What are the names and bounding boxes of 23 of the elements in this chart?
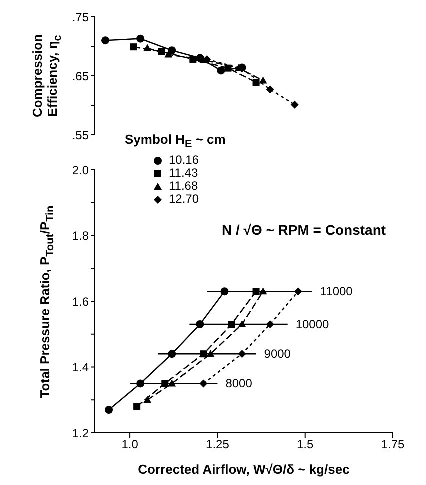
annotation: N / √Θ ~ RPM = Constant (222, 222, 386, 238)
y-tick-label: 1.8 (72, 229, 90, 244)
legend-label: 11.68 (169, 179, 198, 193)
x-tick-label: 1.0 (122, 438, 139, 452)
x-tick-label: 1.75 (381, 438, 405, 452)
legend-label: 10.16 (169, 153, 200, 167)
x-tick-label: 1.5 (297, 438, 314, 452)
y-tick-label: 1.4 (72, 360, 90, 375)
y-tick-label: .55 (72, 128, 90, 142)
series-label: 8000 (226, 376, 253, 391)
legend-title: Symbol H$_{E}$ ~ cm (125, 132, 226, 151)
x-tick-label: 1.25 (206, 438, 230, 452)
y-tick-label: .65 (72, 69, 90, 84)
y-tick-label: 1.2 (72, 426, 90, 440)
series-label: 9000 (264, 347, 292, 362)
x-axis-title: Corrected Airflow, W√Θ/δ ~ kg/sec (137, 462, 351, 477)
legend-label: 12.70 (169, 192, 200, 206)
series-label: 10000 (296, 318, 330, 332)
y-tick-label: 2.0 (72, 163, 90, 178)
series-label: 11000 (320, 284, 354, 299)
legend-label: 11.43 (169, 166, 198, 180)
y-tick-label: .75 (72, 10, 90, 24)
y-tick-label: 1.6 (72, 294, 90, 309)
